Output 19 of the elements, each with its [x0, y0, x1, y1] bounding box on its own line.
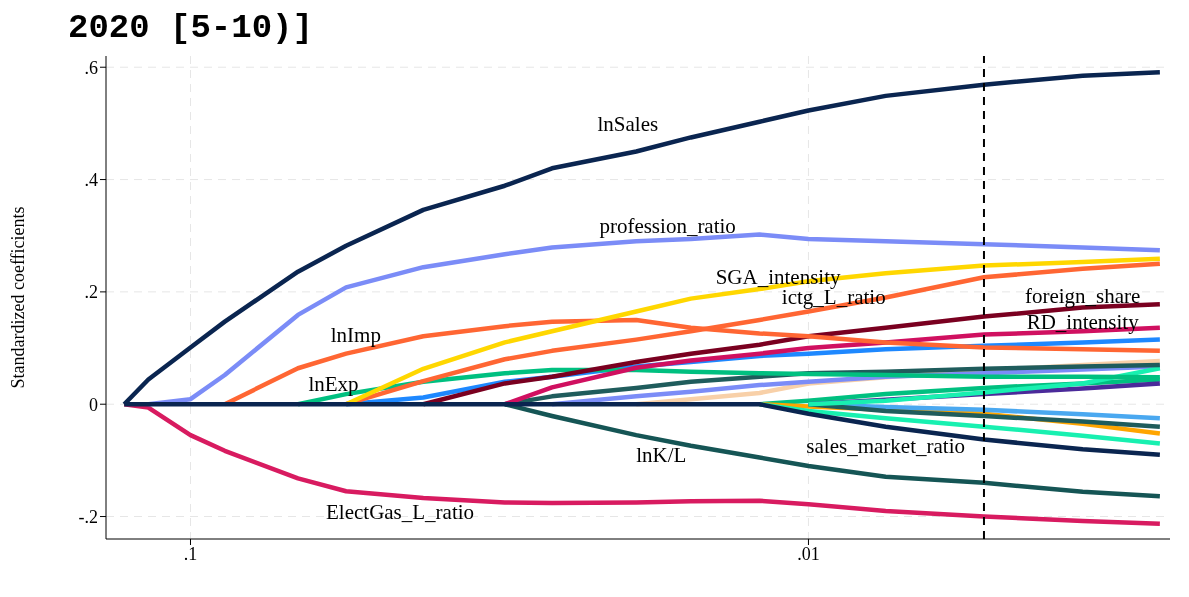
- x-tick-label: .01: [797, 543, 820, 564]
- y-tick-label: .6: [84, 57, 98, 78]
- y-tick-label: .2: [84, 282, 98, 303]
- annotation: SGA_intensity: [715, 265, 841, 290]
- annotation: ElectGas_L_ratio: [326, 500, 475, 525]
- x-tick-label: .1: [183, 543, 198, 564]
- annotation: profession_ratio: [599, 213, 736, 238]
- annotation: RD_intensity: [1026, 310, 1140, 335]
- annotation: lnSales: [597, 111, 659, 136]
- y-axis-title: Standardized coefficients: [8, 206, 29, 389]
- annotation: lnImp: [330, 323, 381, 348]
- y-tick-label: .4: [84, 169, 98, 190]
- annotation: lnExp: [308, 371, 359, 396]
- y-tick-label: -.2: [78, 506, 98, 527]
- annotation: lnK/L: [636, 443, 687, 468]
- annotation: sales_market_ratio: [806, 434, 965, 459]
- y-tick-label: 0: [89, 394, 98, 415]
- annotation: foreign_share: [1024, 284, 1141, 309]
- chart-title: 2020 [5-10)]: [67, 8, 314, 48]
